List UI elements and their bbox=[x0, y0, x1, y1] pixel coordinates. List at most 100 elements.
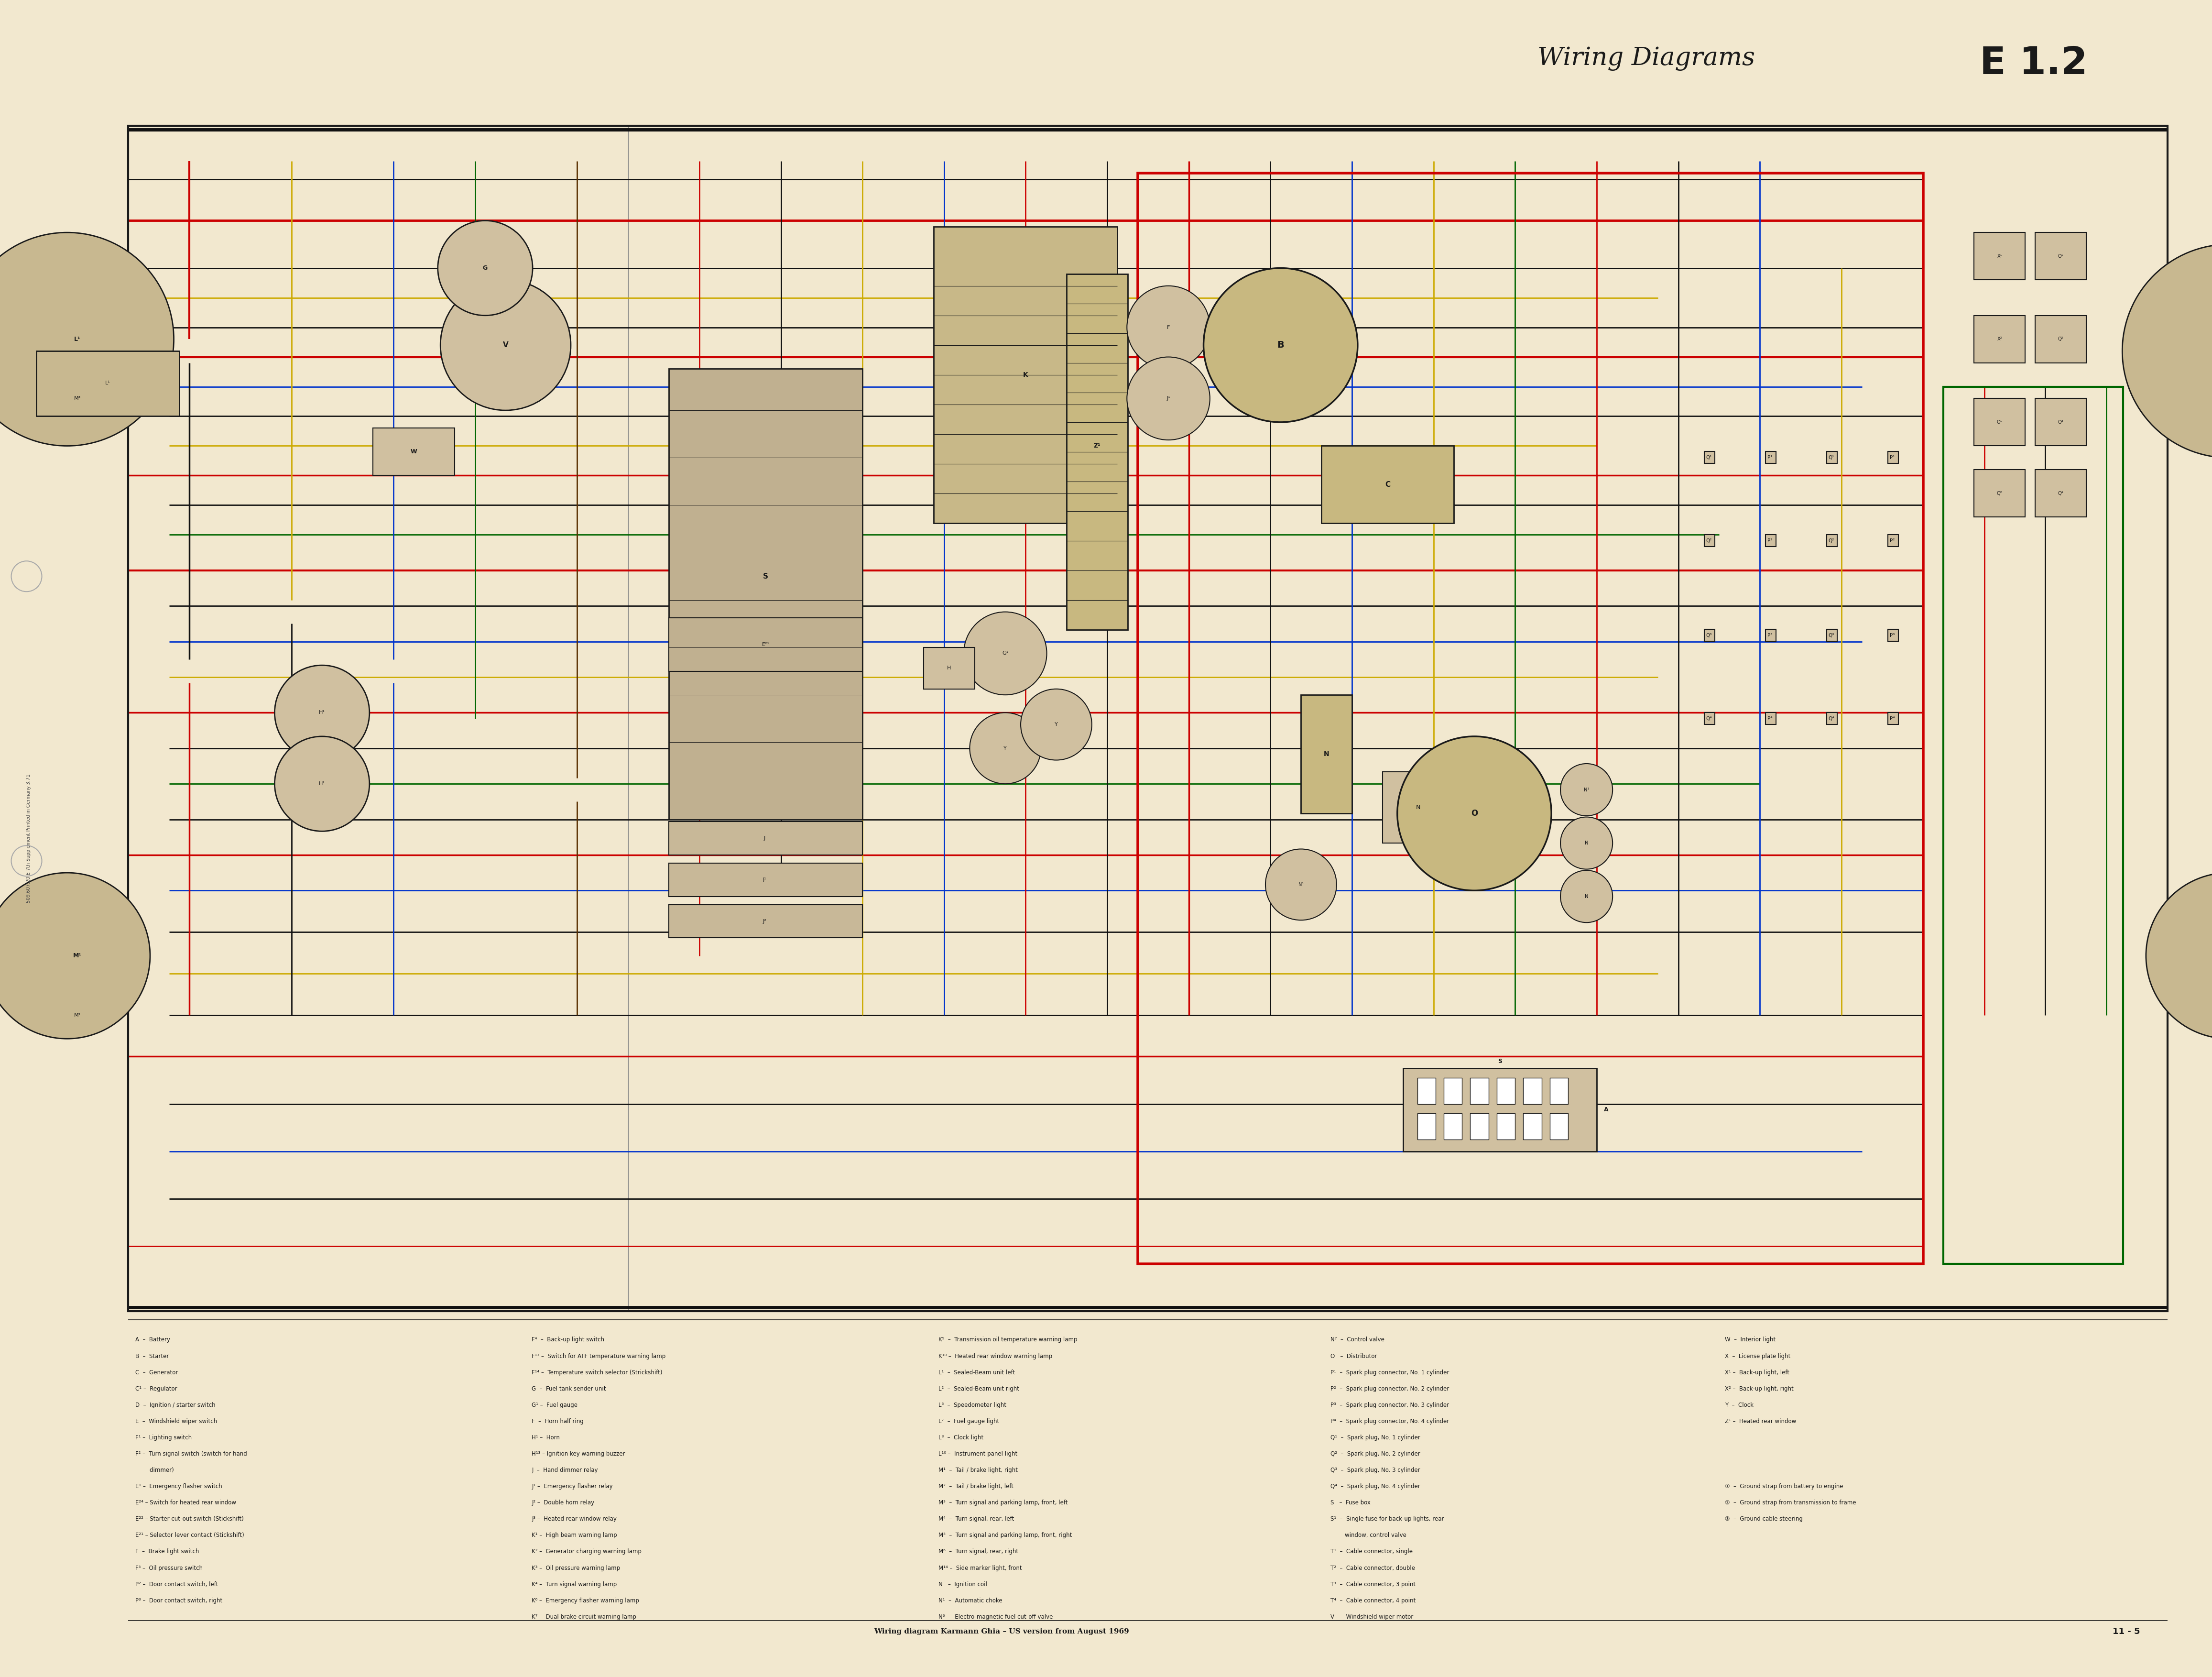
Text: Q³  –  Spark plug, No. 3 cylinder: Q³ – Spark plug, No. 3 cylinder bbox=[1329, 1467, 1420, 1474]
Text: Q⁴: Q⁴ bbox=[1705, 716, 1712, 721]
Text: K⁷ –  Dual brake circuit warning lamp: K⁷ – Dual brake circuit warning lamp bbox=[531, 1613, 637, 1620]
Bar bbox=[2035, 315, 2086, 362]
Bar bbox=[1973, 470, 2024, 517]
Text: B  –  Starter: B – Starter bbox=[135, 1353, 168, 1360]
Text: L⁷  –  Fuel gauge light: L⁷ – Fuel gauge light bbox=[938, 1419, 1000, 1424]
Text: J³ –  Heated rear window relay: J³ – Heated rear window relay bbox=[531, 1516, 617, 1523]
Text: 509.607.20 E 7th Supplement Printed in Germany 3.71: 509.607.20 E 7th Supplement Printed in G… bbox=[27, 775, 31, 902]
Bar bbox=[668, 369, 863, 820]
Text: W  –  Interior light: W – Interior light bbox=[1725, 1337, 1776, 1343]
Circle shape bbox=[1265, 849, 1336, 921]
Text: N: N bbox=[1416, 805, 1420, 810]
Text: F³ –  Oil pressure switch: F³ – Oil pressure switch bbox=[135, 1565, 204, 1571]
Bar bbox=[1471, 1078, 1489, 1103]
Text: P²: P² bbox=[1889, 538, 1896, 543]
Bar bbox=[925, 647, 975, 689]
Text: E²⁴ – Switch for heated rear window: E²⁴ – Switch for heated rear window bbox=[135, 1499, 237, 1506]
Text: M³  –  Turn signal and parking lamp, front, left: M³ – Turn signal and parking lamp, front… bbox=[938, 1499, 1068, 1506]
Text: Z¹ –  Heated rear window: Z¹ – Heated rear window bbox=[1725, 1419, 1796, 1424]
Text: K⁶ –  Emergency flasher warning lamp: K⁶ – Emergency flasher warning lamp bbox=[531, 1598, 639, 1603]
Text: X  –  License plate light: X – License plate light bbox=[1725, 1353, 1790, 1360]
Text: T²  –  Cable connector, double: T² – Cable connector, double bbox=[1329, 1565, 1416, 1571]
Text: J¹: J¹ bbox=[1166, 396, 1170, 401]
Text: Q³: Q³ bbox=[2057, 419, 2064, 424]
Circle shape bbox=[274, 736, 369, 832]
Text: M⁴  –  Turn signal, rear, left: M⁴ – Turn signal, rear, left bbox=[938, 1516, 1013, 1523]
Bar bbox=[1887, 713, 1898, 724]
Text: H¹: H¹ bbox=[319, 711, 325, 714]
Text: M¹: M¹ bbox=[73, 953, 82, 959]
Text: L¹: L¹ bbox=[106, 381, 111, 386]
Text: V: V bbox=[502, 342, 509, 349]
Text: P⁴  –  Spark plug connector, No. 4 cylinder: P⁴ – Spark plug connector, No. 4 cylinde… bbox=[1329, 1419, 1449, 1424]
Bar bbox=[1418, 1078, 1436, 1103]
Text: J²: J² bbox=[763, 919, 768, 924]
Text: M³: M³ bbox=[73, 396, 80, 401]
Circle shape bbox=[969, 713, 1042, 783]
Bar bbox=[1137, 173, 1922, 1264]
Bar bbox=[1703, 535, 1714, 547]
Bar bbox=[1944, 387, 2124, 1264]
Circle shape bbox=[1398, 736, 1551, 890]
Text: S: S bbox=[1498, 1058, 1502, 1065]
Text: G: G bbox=[482, 265, 487, 272]
Bar bbox=[1827, 629, 1836, 641]
Text: Q²: Q² bbox=[1997, 491, 2002, 496]
Bar bbox=[1444, 1078, 1462, 1103]
Text: H¹ –  Horn: H¹ – Horn bbox=[531, 1434, 560, 1441]
Text: M²  –  Tail / brake light, left: M² – Tail / brake light, left bbox=[938, 1484, 1013, 1489]
Text: S¹  –  Single fuse for back-up lights, rear: S¹ – Single fuse for back-up lights, rea… bbox=[1329, 1516, 1444, 1523]
Text: Q¹: Q¹ bbox=[1997, 419, 2002, 424]
Bar bbox=[1321, 446, 1453, 523]
Text: N¹: N¹ bbox=[1298, 882, 1303, 887]
Text: S: S bbox=[763, 574, 768, 580]
Text: P³: P³ bbox=[1889, 634, 1896, 637]
Text: E¹ –  Emergency flasher switch: E¹ – Emergency flasher switch bbox=[135, 1484, 223, 1489]
Bar bbox=[2035, 233, 2086, 280]
Bar bbox=[128, 126, 2168, 1311]
Text: T³  –  Cable connector, 3 point: T³ – Cable connector, 3 point bbox=[1329, 1581, 1416, 1588]
Text: M⁶  –  Turn signal, rear, right: M⁶ – Turn signal, rear, right bbox=[938, 1548, 1018, 1555]
Bar bbox=[1551, 1114, 1568, 1139]
Circle shape bbox=[1559, 817, 1613, 869]
Text: C: C bbox=[1385, 481, 1391, 488]
Text: Q¹  –  Spark plug, No. 1 cylinder: Q¹ – Spark plug, No. 1 cylinder bbox=[1329, 1434, 1420, 1441]
Bar bbox=[668, 617, 863, 671]
Text: K¹ –  High beam warning lamp: K¹ – High beam warning lamp bbox=[531, 1533, 617, 1538]
Circle shape bbox=[2121, 245, 2212, 458]
Text: X² –  Back-up light, right: X² – Back-up light, right bbox=[1725, 1385, 1794, 1392]
Bar bbox=[1524, 1114, 1542, 1139]
Bar bbox=[1418, 1114, 1436, 1139]
Circle shape bbox=[1203, 268, 1358, 423]
Text: M¹  –  Tail / brake light, right: M¹ – Tail / brake light, right bbox=[938, 1467, 1018, 1474]
Text: ③  –  Ground cable steering: ③ – Ground cable steering bbox=[1725, 1516, 1803, 1523]
Circle shape bbox=[1559, 870, 1613, 922]
Circle shape bbox=[1126, 285, 1210, 369]
Text: N¹: N¹ bbox=[1584, 787, 1588, 792]
Text: M⁵  –  Turn signal and parking lamp, front, right: M⁵ – Turn signal and parking lamp, front… bbox=[938, 1533, 1073, 1538]
Text: C¹ –  Regulator: C¹ – Regulator bbox=[135, 1385, 177, 1392]
Bar bbox=[1444, 1114, 1462, 1139]
Text: N: N bbox=[1584, 840, 1588, 845]
Bar bbox=[1382, 771, 1453, 844]
Text: E²¹: E²¹ bbox=[761, 642, 770, 647]
Circle shape bbox=[964, 612, 1046, 694]
Text: O   –  Distributor: O – Distributor bbox=[1329, 1353, 1378, 1360]
Text: P¹  –  Spark plug connector, No. 1 cylinder: P¹ – Spark plug connector, No. 1 cylinde… bbox=[1329, 1370, 1449, 1375]
Text: Q²: Q² bbox=[1829, 538, 1834, 543]
Text: L⁸  –  Clock light: L⁸ – Clock light bbox=[938, 1434, 984, 1441]
Text: Wiring Diagrams: Wiring Diagrams bbox=[1537, 47, 1754, 70]
Text: K¹⁰ –  Heated rear window warning lamp: K¹⁰ – Heated rear window warning lamp bbox=[938, 1353, 1053, 1360]
Text: Q¹: Q¹ bbox=[1829, 456, 1834, 459]
Bar bbox=[2035, 470, 2086, 517]
Circle shape bbox=[11, 845, 42, 875]
Text: P⁴: P⁴ bbox=[1767, 716, 1772, 721]
Text: ①  –  Ground strap from battery to engine: ① – Ground strap from battery to engine bbox=[1725, 1484, 1843, 1489]
Bar bbox=[668, 822, 863, 855]
Text: F¹⁴ –  Temperature switch selector (Strickshift): F¹⁴ – Temperature switch selector (Stric… bbox=[531, 1370, 664, 1375]
Text: K: K bbox=[1024, 371, 1029, 377]
Text: H¹³ – Ignition key warning buzzer: H¹³ – Ignition key warning buzzer bbox=[531, 1451, 626, 1457]
Text: N¹  –  Automatic choke: N¹ – Automatic choke bbox=[938, 1598, 1002, 1603]
Text: J¹ –  Emergency flasher relay: J¹ – Emergency flasher relay bbox=[531, 1484, 613, 1489]
Text: N⁷  –  Control valve: N⁷ – Control valve bbox=[1329, 1337, 1385, 1343]
